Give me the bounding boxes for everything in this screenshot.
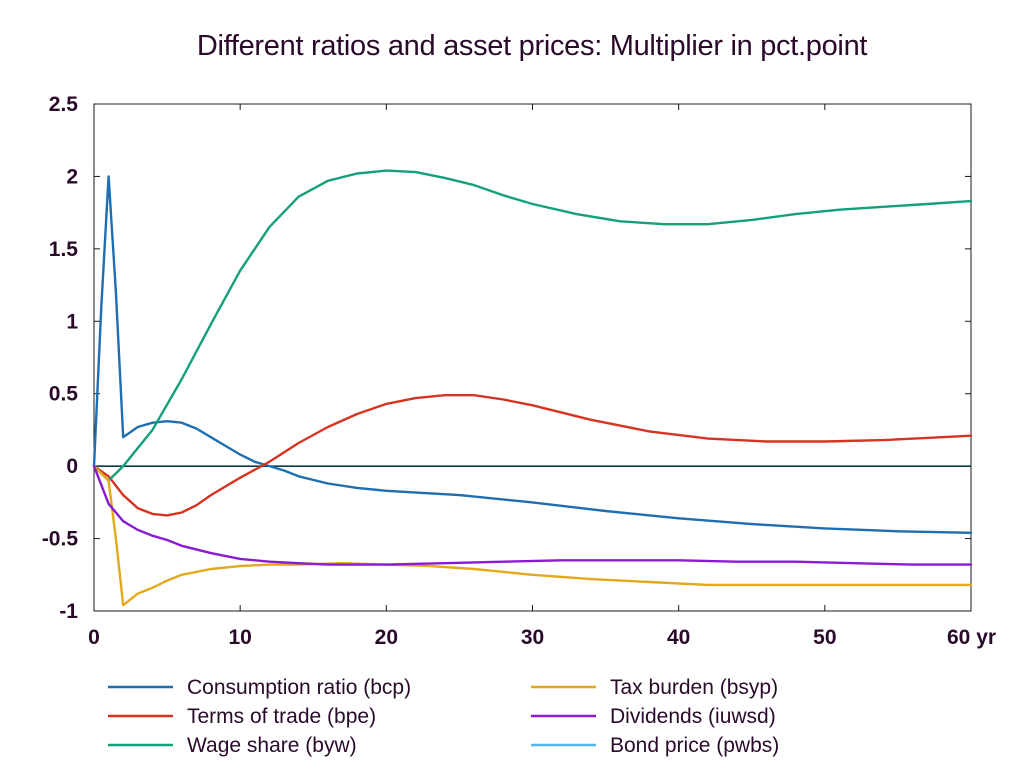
series-line-3 bbox=[92, 169, 973, 482]
x-tick-label: 20 bbox=[375, 626, 398, 649]
plot-frame bbox=[93, 103, 972, 612]
x-tick-label: 40 bbox=[667, 626, 690, 649]
series-line-5 bbox=[92, 464, 973, 566]
series-line-2 bbox=[92, 394, 973, 517]
legend-label-5: Dividends (iuwsd) bbox=[610, 705, 776, 728]
legend-label-1: Consumption ratio (bcp) bbox=[187, 676, 411, 699]
tick-labels: -1 -0.5 0 0.5 1 1.5 2 2.5 0 10 20 30 40 50 60 yr bbox=[42, 93, 996, 649]
y-tick-label: 1 bbox=[66, 310, 78, 333]
x-tick-label: 10 bbox=[228, 626, 251, 649]
x-tick-label: 0 bbox=[88, 626, 100, 649]
y-tick-label: 2 bbox=[66, 165, 78, 188]
legend-label-3: Wage share (byw) bbox=[187, 734, 357, 757]
series-line-1 bbox=[92, 175, 973, 534]
series-layer bbox=[92, 169, 973, 607]
y-tick-label: 2.5 bbox=[49, 93, 79, 116]
y-tick-label: 1.5 bbox=[49, 238, 79, 261]
y-tick-label: 0 bbox=[66, 455, 78, 478]
legend-label-4: Tax burden (bsyp) bbox=[610, 676, 778, 699]
x-tick-label: 60 yr bbox=[947, 626, 996, 649]
x-tick-label: 30 bbox=[521, 626, 544, 649]
y-tick-label: 0.5 bbox=[49, 383, 79, 406]
axes bbox=[93, 103, 972, 612]
y-tick-label: -1 bbox=[59, 600, 78, 623]
legend: Consumption ratio (bcp) Terms of trade (b… bbox=[108, 676, 779, 757]
y-tick-label: -0.5 bbox=[42, 528, 79, 551]
legend-label-6: Bond price (pwbs) bbox=[610, 734, 779, 757]
x-tick-label: 50 bbox=[813, 626, 836, 649]
chart-title: Different ratios and asset prices: Multi… bbox=[196, 30, 868, 62]
legend-label-2: Terms of trade (bpe) bbox=[187, 705, 376, 728]
